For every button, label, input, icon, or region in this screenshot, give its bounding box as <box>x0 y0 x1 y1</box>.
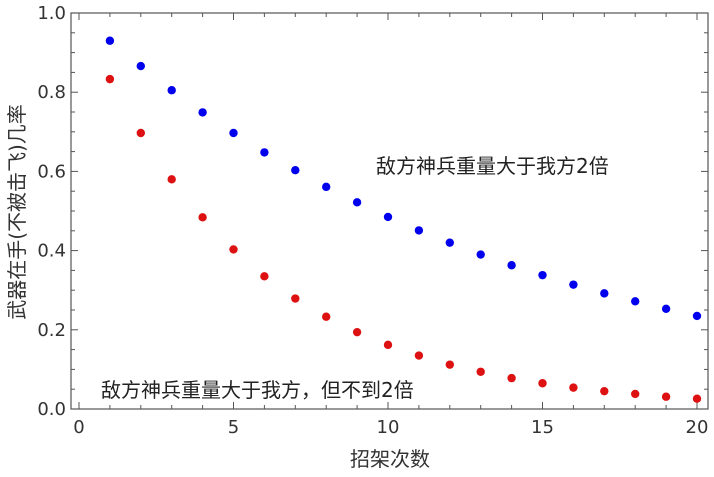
data-point <box>136 128 145 138</box>
data-point <box>445 360 454 369</box>
data-point <box>136 61 145 71</box>
text-layer: 招架次数 武器在手(不被击飞)几率 敌方神兵重量大于我方2倍 敌方神兵重量大于我… <box>5 104 609 471</box>
series-layer <box>105 36 702 403</box>
data-point <box>692 394 702 403</box>
data-point <box>260 148 269 157</box>
data-point <box>383 340 393 350</box>
data-point <box>538 379 547 388</box>
series-1 <box>105 74 702 403</box>
data-point <box>198 108 207 117</box>
data-point <box>692 311 702 321</box>
y-tick-label: 0.4 <box>37 241 66 262</box>
data-point <box>105 74 115 84</box>
y-axis-title: 武器在手(不被击飞)几率 <box>5 104 29 320</box>
data-point <box>600 386 609 396</box>
data-point <box>167 86 176 95</box>
plot-frame <box>70 12 709 410</box>
data-point <box>476 367 485 376</box>
data-point <box>631 297 640 306</box>
data-point <box>167 175 176 184</box>
series-0 <box>105 36 702 321</box>
x-tick-label: 5 <box>228 417 239 438</box>
x-tick-label: 20 <box>686 417 709 438</box>
x-tick-label: 0 <box>73 417 84 438</box>
x-axis-title: 招架次数 <box>350 447 430 471</box>
data-point <box>569 383 578 392</box>
data-point <box>414 351 424 360</box>
y-tick-label: 0.8 <box>37 82 66 103</box>
y-tick-label: 0.2 <box>37 320 66 341</box>
data-point <box>105 36 115 45</box>
data-point <box>661 304 671 314</box>
y-tick-label: 1.0 <box>37 3 66 24</box>
y-tick-label: 0.6 <box>37 161 66 182</box>
data-point <box>229 245 238 254</box>
data-point <box>198 213 207 222</box>
data-point <box>352 198 362 207</box>
data-point <box>538 270 547 280</box>
x-tick-label: 15 <box>531 417 554 438</box>
data-point <box>260 272 269 281</box>
data-point <box>507 373 516 383</box>
annotation-double-weight: 敌方神兵重量大于我方2倍 <box>376 154 609 178</box>
data-point <box>352 327 362 337</box>
y-tick-label: 0.0 <box>37 399 66 420</box>
data-point <box>291 294 300 303</box>
data-point <box>383 212 393 222</box>
data-point <box>414 226 424 235</box>
data-point <box>322 312 331 321</box>
x-tick-label: 10 <box>377 417 400 438</box>
data-point <box>661 392 671 401</box>
data-point <box>600 289 609 298</box>
data-point <box>322 182 331 192</box>
data-point <box>631 389 640 399</box>
data-point <box>445 238 454 247</box>
data-point <box>229 128 238 138</box>
data-point <box>569 280 578 289</box>
data-point <box>476 250 485 259</box>
annotation-heavier-weight: 敌方神兵重量大于我方，但不到2倍 <box>101 378 414 402</box>
axes-layer: 0 5 10 15 20 0.0 0.2 0.4 0.6 0.8 1.0 <box>37 3 709 438</box>
data-point <box>291 166 300 175</box>
data-point <box>507 261 516 270</box>
